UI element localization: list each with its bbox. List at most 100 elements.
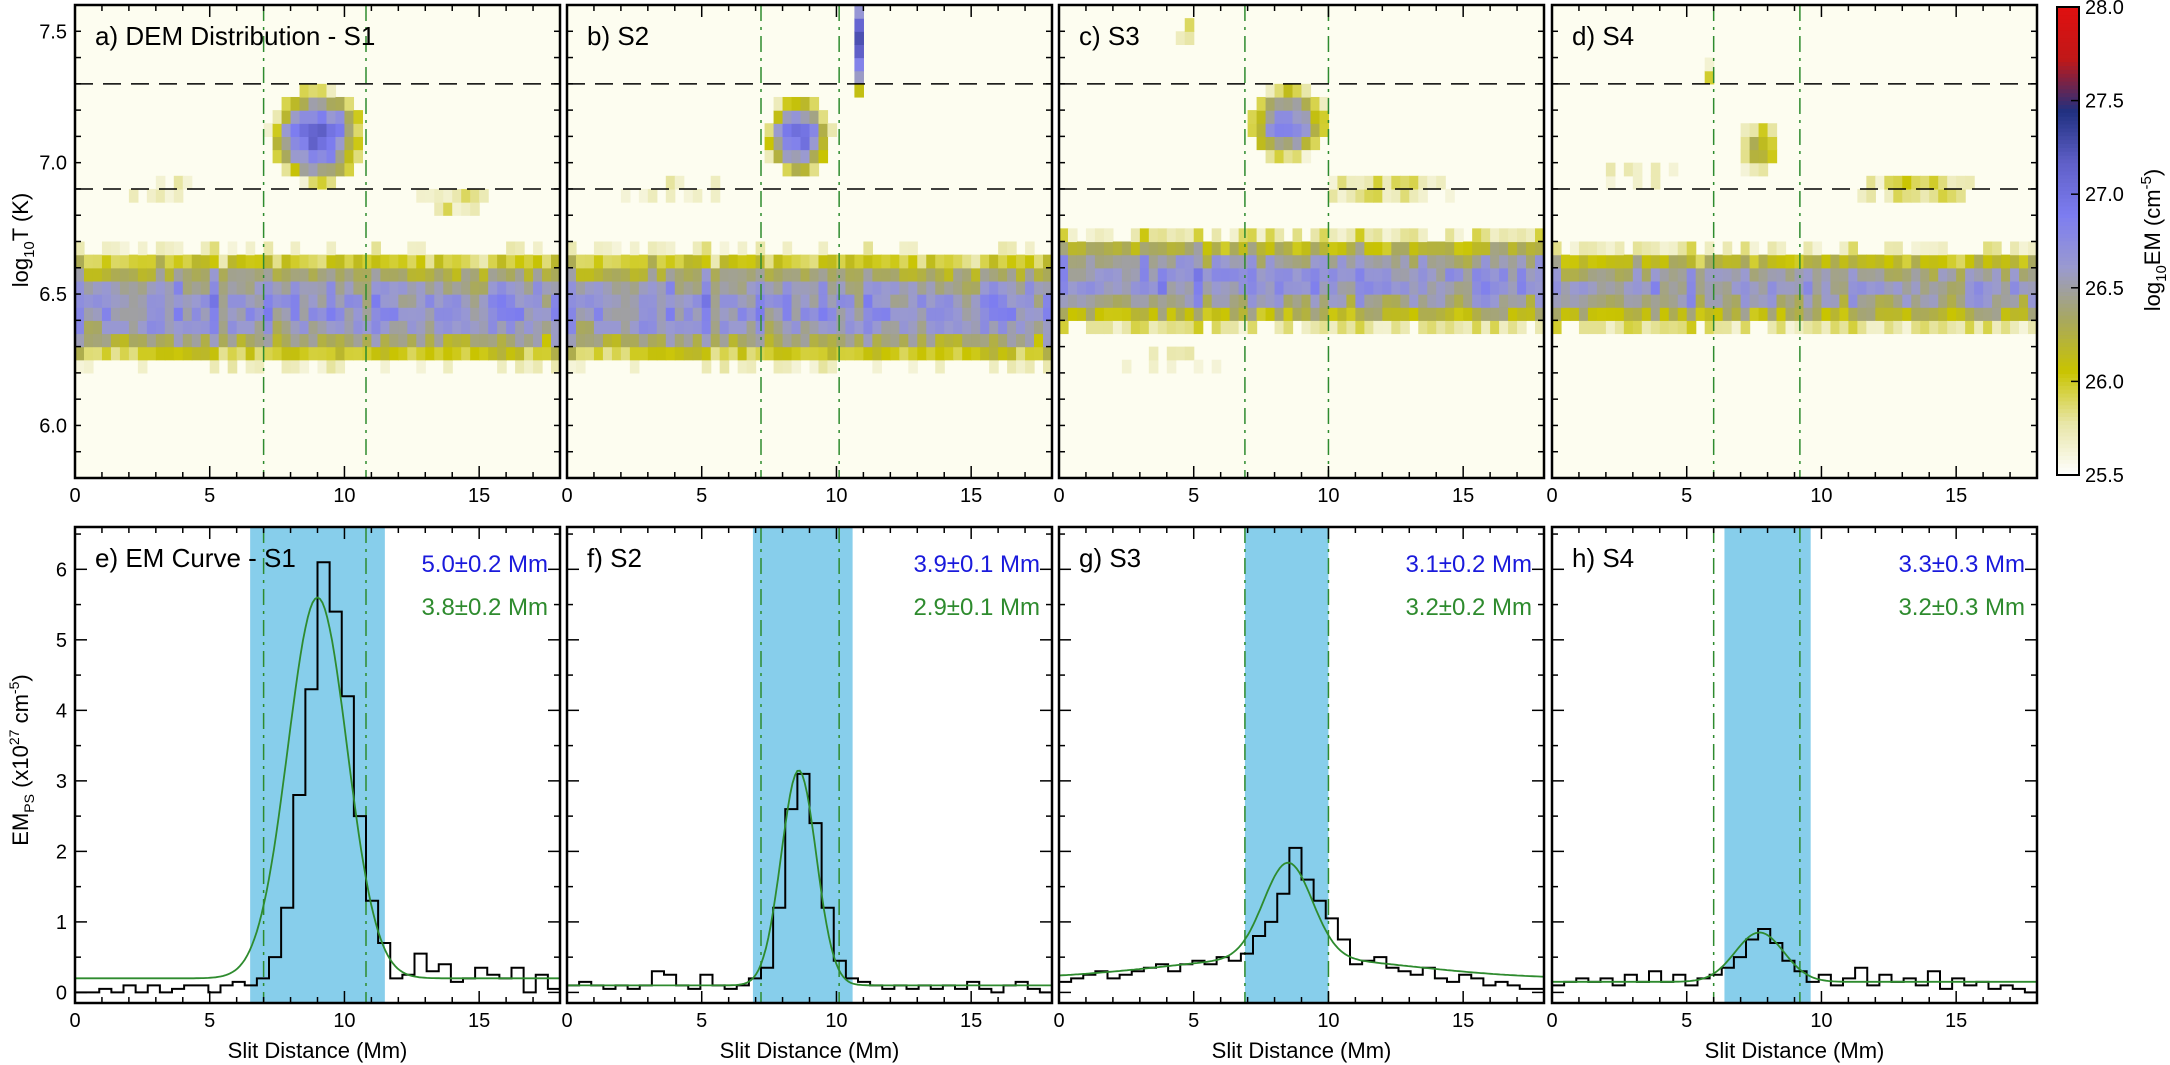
heatmap-cell (479, 267, 489, 282)
heatmap-cell (890, 294, 900, 308)
heatmap-cell (764, 346, 775, 361)
heatmap-cell (827, 123, 838, 137)
heatmap-cell (1409, 188, 1419, 203)
colorbar-tick-label: 26.0 (2085, 371, 2124, 393)
heatmap-cell (1677, 320, 1688, 335)
heatmap-cell (92, 294, 103, 308)
heatmap-cell (1767, 136, 1778, 151)
colorbar-cell (2057, 159, 2079, 164)
heatmap-cell (2019, 267, 2029, 282)
heatmap-cell (845, 346, 856, 361)
heatmap-cell (1301, 320, 1312, 335)
heatmap-cell (1596, 294, 1607, 308)
heatmap-cell (128, 267, 139, 282)
heatmap-cell (1578, 267, 1589, 282)
heatmap-cell (1992, 307, 2002, 321)
heatmap-cell (1821, 254, 1832, 269)
heatmap-cell (1974, 254, 1984, 269)
heatmap-cell (854, 44, 864, 59)
colorbar-cell (2057, 303, 2079, 308)
heatmap-cell (1265, 83, 1276, 98)
heatmap-cell (863, 294, 873, 308)
heatmap-cell (1983, 267, 1993, 282)
heatmap-cell (1301, 123, 1312, 137)
heatmap-cell (1499, 307, 1509, 321)
heatmap-cell (1472, 228, 1482, 243)
heatmap-cell (1301, 96, 1312, 111)
heatmap-cell (515, 359, 525, 374)
heatmap-cell (1229, 320, 1240, 335)
heatmap-cell (1328, 267, 1339, 282)
heatmap-cell (407, 280, 417, 295)
colorbar-cell (2057, 49, 2079, 55)
heatmap-cell (1364, 267, 1374, 282)
heatmap-cell (1992, 267, 2002, 282)
bottom-ylabel-main: EM (8, 813, 33, 846)
heatmap-cell (899, 320, 909, 335)
heatmap-cell (1920, 307, 1930, 321)
colorbar-cell (2057, 412, 2079, 417)
heatmap-cell (2028, 280, 2037, 295)
heatmap-cell (236, 346, 247, 361)
heatmap-cell (281, 136, 292, 151)
heatmap-cell (1704, 307, 1715, 321)
heatmap-cell (452, 320, 462, 335)
heatmap-cell (1552, 241, 1562, 256)
heatmap-cell (1301, 294, 1312, 308)
heatmap-cell (1103, 241, 1114, 256)
heatmap-cell (209, 333, 220, 348)
heatmap-cell (1256, 307, 1267, 321)
heatmap-cell (146, 294, 157, 308)
heatmap-cell (1409, 267, 1419, 282)
heatmap-cell (1659, 307, 1670, 321)
heatmap-cell (308, 110, 319, 124)
heatmap-cell (737, 254, 748, 269)
heatmap-cell (290, 254, 301, 269)
heatmap-cell (1569, 267, 1580, 282)
panel-title: c) S3 (1079, 21, 1140, 51)
heatmap-cell (1166, 307, 1177, 321)
heatmap-cell (1016, 254, 1026, 269)
heatmap-cell (1265, 280, 1276, 295)
heatmap-cell (1454, 320, 1464, 335)
heatmap-cell (146, 280, 157, 295)
heatmap-cell (164, 333, 175, 348)
heatmap-cell (1121, 307, 1132, 321)
heatmap-cell (353, 123, 364, 137)
heatmap-cell (1499, 254, 1509, 269)
heatmap-cell (1076, 294, 1087, 308)
heatmap-cell (1911, 280, 1921, 295)
heatmap-cell (443, 346, 453, 361)
heatmap-cell (1175, 280, 1186, 295)
heatmap-cell (1445, 320, 1455, 335)
heatmap-cell (854, 83, 864, 98)
heatmap-cell (1193, 307, 1204, 321)
heatmap-cell (656, 294, 667, 308)
heatmap-cell (1713, 267, 1724, 282)
heatmap-cell (290, 162, 301, 177)
heatmap-cell (1364, 175, 1374, 190)
heatmap-cell (863, 280, 873, 295)
colorbar-cell (2057, 237, 2079, 242)
heatmap-cell (542, 307, 552, 321)
heatmap-cell (1605, 175, 1616, 190)
heatmap-cell (701, 333, 712, 348)
colorbar-tick-label: 27.0 (2085, 184, 2124, 206)
heatmap-cell (1956, 254, 1966, 269)
heatmap-cell (1445, 188, 1455, 203)
heatmap-cell (863, 307, 873, 321)
heatmap-cell (1184, 18, 1195, 32)
heatmap-cell (1857, 280, 1867, 295)
heatmap-cell (1445, 254, 1455, 269)
heatmap-cell (1875, 320, 1885, 335)
heatmap-cell (1920, 280, 1930, 295)
colorbar-label: log10EM (cm-5) (2138, 169, 2170, 311)
heatmap-cell (1517, 320, 1527, 335)
heatmap-cell (1535, 294, 1544, 308)
heatmap-cell (326, 96, 337, 111)
heatmap-cell (335, 149, 346, 164)
heatmap-cell (1400, 307, 1410, 321)
heatmap-cell (173, 241, 184, 256)
heatmap-cell (1085, 280, 1096, 295)
heatmap-cell (434, 320, 444, 335)
